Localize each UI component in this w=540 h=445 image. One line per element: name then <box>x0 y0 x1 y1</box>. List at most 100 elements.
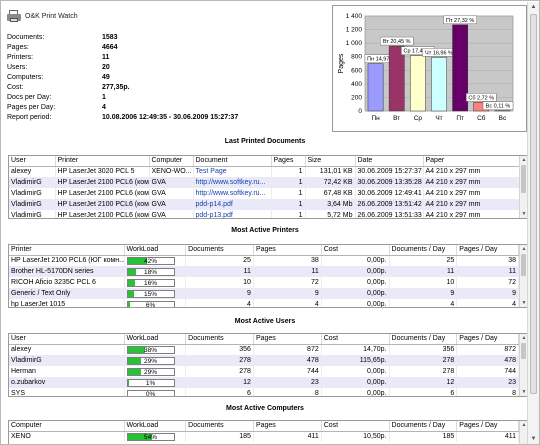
column-header[interactable]: Pages / Day <box>456 334 519 345</box>
table-row[interactable]: VladimirG HP LaserJet 2100 PCL6 (ком... GV… <box>9 210 520 218</box>
scroll-down-icon[interactable]: ▼ <box>521 300 527 306</box>
table-row[interactable]: Generic / Text Only 15% 9 9 0,00р. 9 9 <box>9 288 519 299</box>
table-row[interactable]: alexey 38% 356 872 14,70р. 356 872 <box>9 344 519 355</box>
table-row[interactable]: XENO 54% 185 411 10,50р. 185 411 <box>9 431 519 442</box>
table-row[interactable]: SYS 0% 6 8 0,00р. 6 8 <box>9 388 519 396</box>
document-link[interactable]: http://www.softkey.ru... <box>193 188 272 199</box>
scroll-up-icon[interactable]: ▲ <box>521 335 527 341</box>
table-row[interactable]: alexey HP LaserJet 3020 PCL 5 XENO-WO... Te… <box>9 166 520 177</box>
column-header[interactable]: User <box>9 334 125 345</box>
stat-row: Pages: 4664 <box>7 42 238 52</box>
table-row[interactable]: VladimirG HP LaserJet 2100 PCL6 (ком... GV… <box>9 199 520 210</box>
column-header[interactable]: Pages <box>253 334 322 345</box>
stat-row: Computers: 49 <box>7 72 238 82</box>
users-scrollbar[interactable]: ▲ ▼ <box>519 334 527 396</box>
table-cell-pages: 411 <box>253 431 322 442</box>
scroll-thumb[interactable] <box>521 254 526 276</box>
table-row[interactable]: HP LaserJet 2100 PCL6 (ЮГ комн... 42% 25 38… <box>9 255 519 266</box>
table-cell-pages-day: 38 <box>456 255 519 266</box>
column-header[interactable]: Documents / Day <box>389 334 458 345</box>
table-cell-docs-day: 4 <box>389 299 458 307</box>
column-header[interactable]: Documents <box>185 245 254 256</box>
table-cell-pages: 72 <box>253 277 322 288</box>
scroll-down-icon[interactable]: ▼ <box>521 211 527 217</box>
table-row[interactable]: hp LaserJet 1015 6% 4 4 0,00р. 4 4 <box>9 299 519 307</box>
table-cell-pages: 9 <box>253 288 322 299</box>
data-label: Пн 14,97 % <box>367 57 396 63</box>
scroll-down-icon[interactable]: ▼ <box>521 389 527 395</box>
stat-value: 20 <box>102 63 110 71</box>
column-header[interactable]: User <box>9 156 56 167</box>
column-header[interactable]: Pages <box>271 156 306 167</box>
scroll-up-icon[interactable]: ▲ <box>521 246 527 252</box>
row-name: SYS <box>9 388 125 396</box>
scroll-up-icon[interactable]: ▲ <box>530 4 537 10</box>
table-cell-pages: 11 <box>253 266 322 277</box>
column-header[interactable]: Size <box>305 156 356 167</box>
scroll-up-icon[interactable]: ▲ <box>521 157 527 163</box>
document-link[interactable]: pdd-p13.pdf <box>193 210 272 218</box>
table-cell-pages-day: 23 <box>456 377 519 388</box>
table-row[interactable]: VladimirG 29% 278 478 115,65р. 278 478 <box>9 355 519 366</box>
column-header[interactable]: Documents <box>185 421 254 432</box>
column-header[interactable]: WorkLoad <box>124 421 187 432</box>
scroll-down-icon[interactable]: ▼ <box>530 436 537 442</box>
table-cell-docs-day: 11 <box>389 266 458 277</box>
column-header[interactable]: Date <box>355 156 424 167</box>
column-header[interactable]: Printer <box>9 245 125 256</box>
document-link[interactable]: http://www.softkey.ru... <box>193 177 272 188</box>
stat-value: 4 <box>102 104 106 112</box>
column-header[interactable]: Pages <box>253 245 322 256</box>
stat-value: 277,35р. <box>102 84 130 92</box>
column-header[interactable]: Cost <box>321 334 390 345</box>
column-header[interactable]: Printer <box>55 156 150 167</box>
page-scroll-thumb[interactable] <box>530 14 537 394</box>
users-grid: User WorkLoad Documents Pages Cost Documents … <box>8 333 528 397</box>
workload-bar: 29% <box>126 367 175 376</box>
workload-bar: 38% <box>126 345 175 354</box>
table-row[interactable]: o.zubarkov 1% 12 23 0,00р. 12 23 <box>9 377 519 388</box>
section-title-last-printed: Last Printed Documents <box>224 138 306 145</box>
workload-fill <box>127 357 141 364</box>
table-cell-cost: 115,65р. <box>321 355 390 366</box>
scroll-up-icon[interactable]: ▲ <box>521 422 527 428</box>
y-tick-label: 200 <box>351 94 362 101</box>
column-header[interactable]: Documents <box>185 334 254 345</box>
table-row[interactable]: RICOH Aficio 3235C PCL 6 16% 10 72 0,00р. 10 7… <box>9 277 519 288</box>
table-cell-docs-day: 25 <box>389 255 458 266</box>
table-row[interactable]: Herman 29% 278 744 0,00р. 278 744 <box>9 366 519 377</box>
table-row[interactable]: VladimirG HP LaserJet 2100 PCL6 (ком... GV… <box>9 188 520 199</box>
table-cell: GVA <box>149 210 194 218</box>
users-table: User WorkLoad Documents Pages Cost Documents … <box>9 334 519 396</box>
data-label: Сб 2,72 % <box>468 95 494 101</box>
computers-scrollbar[interactable]: ▲ <box>519 421 527 444</box>
column-header[interactable]: Pages / Day <box>456 245 519 256</box>
printers-scrollbar[interactable]: ▲ ▼ <box>519 245 527 307</box>
workload-cell: 29% <box>124 366 187 377</box>
last-printed-scrollbar[interactable]: ▲ ▼ <box>519 156 527 218</box>
column-header[interactable]: Paper <box>423 156 520 167</box>
column-header[interactable]: Pages / Day <box>456 421 519 432</box>
column-header[interactable]: Cost <box>321 421 390 432</box>
column-header[interactable]: Documents / Day <box>389 421 458 432</box>
scroll-thumb[interactable] <box>521 343 526 359</box>
document-link[interactable]: Test Page <box>193 166 272 177</box>
workload-fill <box>127 279 135 286</box>
y-tick-label: 1 200 <box>346 27 363 34</box>
table-row[interactable]: Brother HL-5170DN series 18% 11 11 0,00р. 11 1… <box>9 266 519 277</box>
column-header[interactable]: Computer <box>9 421 125 432</box>
column-header[interactable]: Documents / Day <box>389 245 458 256</box>
document-link[interactable]: pdd-p14.pdf <box>193 199 272 210</box>
table-row[interactable]: VladimirG HP LaserJet 2100 PCL6 (ком... GV… <box>9 177 520 188</box>
table-cell-pages-day: 72 <box>456 277 519 288</box>
column-header[interactable]: Cost <box>321 245 390 256</box>
pages-by-weekday-chart: 1 400 1 200 1 000 800 600 400 200 0 Pages Пн Пн 14… <box>332 5 527 132</box>
column-header[interactable]: Computer <box>149 156 194 167</box>
column-header[interactable]: WorkLoad <box>124 334 187 345</box>
scroll-thumb[interactable] <box>521 165 526 193</box>
workload-cell: 54% <box>124 431 187 442</box>
column-header[interactable]: Document <box>193 156 272 167</box>
column-header[interactable]: Pages <box>253 421 322 432</box>
column-header[interactable]: WorkLoad <box>124 245 187 256</box>
page-scrollbar[interactable]: ▲ ▼ <box>527 2 539 444</box>
